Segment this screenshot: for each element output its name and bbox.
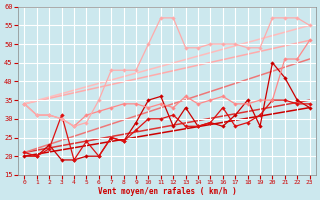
X-axis label: Vent moyen/en rafales ( km/h ): Vent moyen/en rafales ( km/h ) <box>98 187 236 196</box>
